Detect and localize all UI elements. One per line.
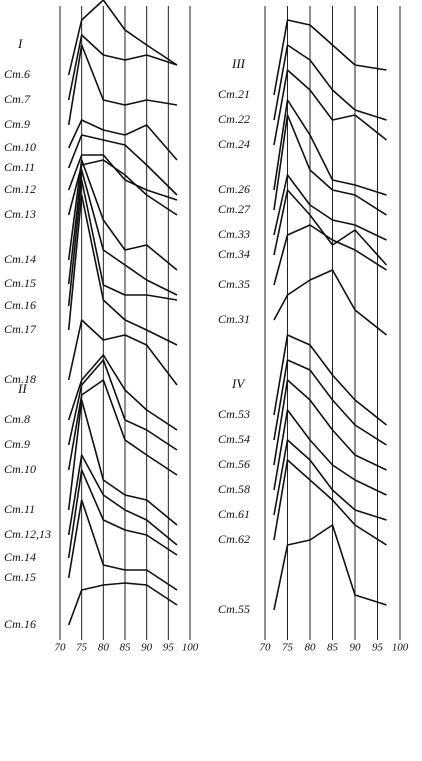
profile-line — [67, 169, 178, 296]
series-label: Ст.9 — [4, 117, 30, 131]
profile-line — [67, 0, 178, 76]
profile-line — [67, 354, 178, 431]
section-label: IV — [231, 376, 246, 391]
series-label: Ст.56 — [218, 457, 250, 471]
profile-line — [273, 409, 387, 496]
profile-line — [67, 359, 178, 451]
series-label: Ст.21 — [218, 87, 250, 101]
profile-line — [67, 159, 178, 271]
series-label: Ст.16 — [4, 617, 36, 631]
series-label: Ст.13 — [4, 207, 36, 221]
profile-line — [67, 454, 178, 546]
x-tick-label: 80 — [98, 642, 110, 654]
series-label: Ст.62 — [218, 532, 250, 546]
series-label: Ст.15 — [4, 570, 36, 584]
x-tick-label: 70 — [55, 642, 67, 654]
profile-line — [67, 379, 178, 476]
profile-line — [273, 19, 387, 96]
profile-line — [273, 189, 388, 266]
profile-line — [273, 174, 387, 241]
series-label: Ст.11 — [4, 160, 35, 174]
series-label: Ст.7 — [4, 92, 31, 106]
series-label: Ст.53 — [218, 407, 250, 421]
profile-line — [273, 99, 387, 196]
profile-line — [67, 119, 178, 161]
series-label: Ст.33 — [218, 227, 250, 241]
x-tick-label: 90 — [350, 642, 362, 654]
series-label: Ст.34 — [218, 247, 250, 261]
series-label: Ст.26 — [218, 182, 250, 196]
profile-line — [67, 469, 178, 559]
profile-line — [273, 524, 387, 611]
x-tick-label: 80 — [305, 642, 317, 654]
profile-line — [273, 269, 387, 336]
section-label: II — [17, 381, 27, 396]
x-tick-label: 100 — [182, 642, 199, 654]
x-tick-label: 70 — [260, 642, 272, 654]
profile-line — [67, 134, 178, 196]
series-label: Ст.12,13 — [4, 527, 51, 541]
series-label: Ст.12 — [4, 182, 36, 196]
x-tick-label: 75 — [282, 642, 294, 654]
series-label: Ст.8 — [4, 412, 30, 426]
profile-line — [273, 69, 387, 146]
series-label: Ст.58 — [218, 482, 250, 496]
profile-line — [67, 194, 178, 346]
profile-line — [67, 499, 178, 591]
series-label: Ст.22 — [218, 112, 250, 126]
x-tick-label: 100 — [392, 642, 409, 654]
series-label: Ст.10 — [4, 140, 36, 154]
series-label: Ст.11 — [4, 502, 35, 516]
series-label: Ст.16 — [4, 298, 36, 312]
series-label: Ст.10 — [4, 462, 36, 476]
series-label: Ст.6 — [4, 67, 30, 81]
profile-line — [67, 179, 178, 307]
series-label: Ст.27 — [218, 202, 251, 216]
series-label: Ст.9 — [4, 437, 30, 451]
x-tick-label: 85 — [120, 642, 132, 654]
series-label: Ст.35 — [218, 277, 250, 291]
series-label: Ст.15 — [4, 276, 36, 290]
series-label: Ст.14 — [4, 252, 36, 266]
profile-line — [67, 399, 178, 526]
x-tick-label: 95 — [372, 642, 384, 654]
x-tick-label: 75 — [76, 642, 88, 654]
profile-line — [273, 44, 387, 121]
series-label: Ст.55 — [218, 602, 250, 616]
x-tick-label: 85 — [327, 642, 339, 654]
profile-line — [273, 359, 387, 446]
profile-line — [67, 582, 178, 626]
profile-line — [273, 114, 387, 216]
profile-line — [273, 459, 387, 546]
profile-line — [67, 319, 178, 386]
series-label: Ст.17 — [4, 322, 37, 336]
series-label: Ст.54 — [218, 432, 250, 446]
series-label: Ст.61 — [218, 507, 250, 521]
profile-line — [67, 34, 178, 101]
profile-line — [273, 334, 387, 426]
profile-line — [273, 379, 387, 471]
series-label: Ст.14 — [4, 550, 36, 564]
x-tick-label: 90 — [141, 642, 153, 654]
series-label: Ст.18 — [4, 372, 36, 386]
section-label: III — [231, 56, 246, 71]
series-label: Ст.24 — [218, 137, 250, 151]
profile-line — [273, 439, 387, 521]
series-label: Ст.31 — [218, 312, 250, 326]
section-label: I — [17, 36, 23, 51]
x-tick-label: 95 — [163, 642, 175, 654]
profile-line — [273, 224, 387, 286]
profile-line — [67, 44, 178, 126]
